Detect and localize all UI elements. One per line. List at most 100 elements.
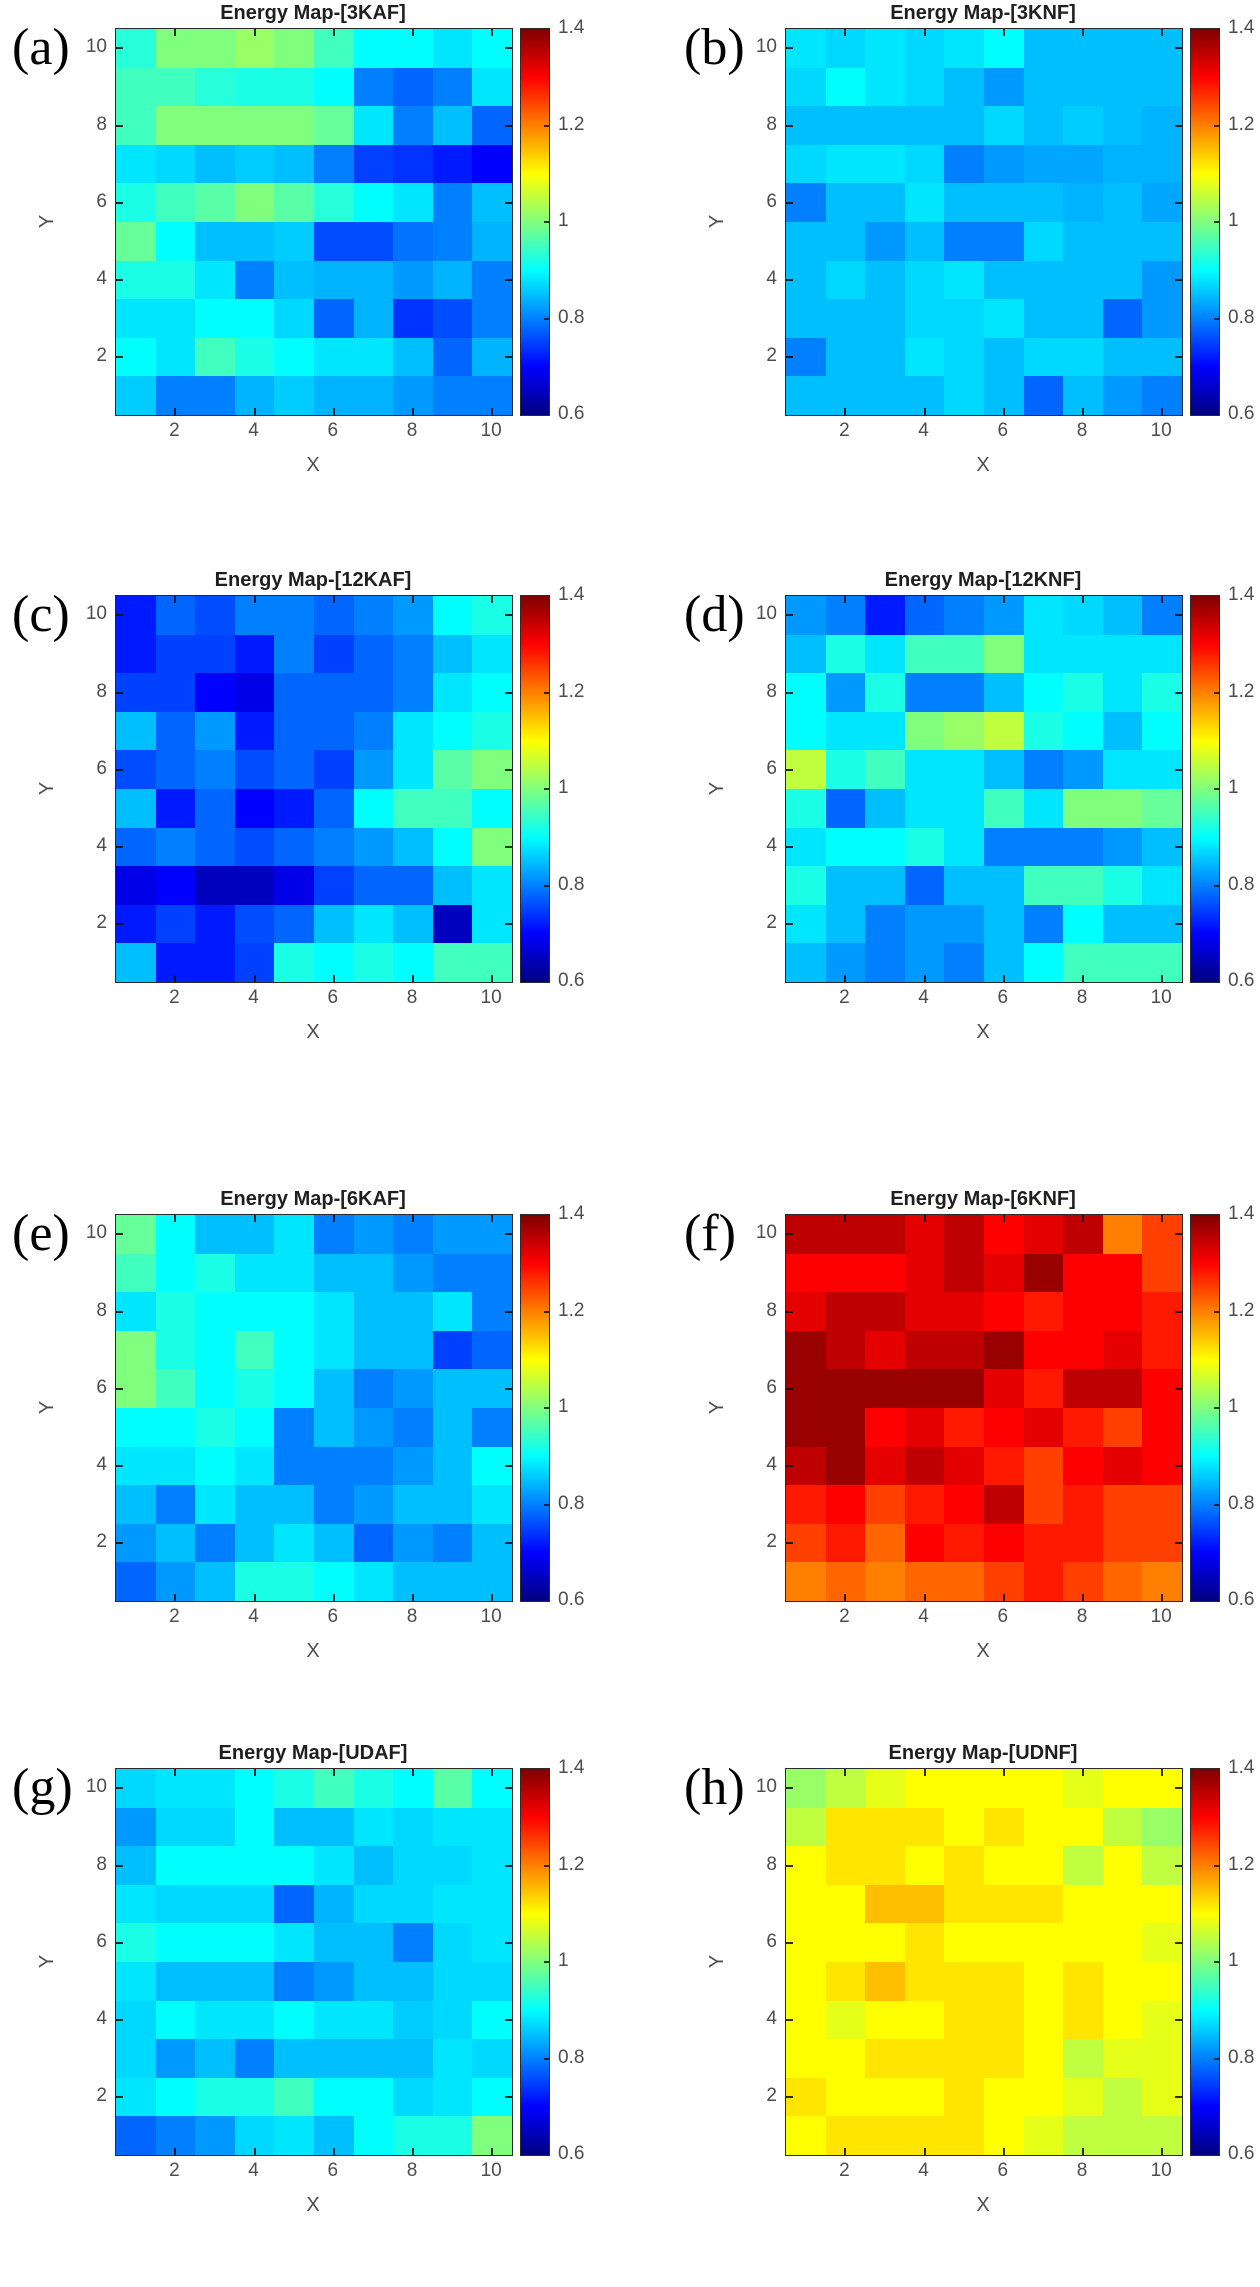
y-axis-tick bbox=[505, 845, 512, 848]
heatmap-cell bbox=[472, 1962, 512, 2002]
heatmap-cell bbox=[195, 1215, 236, 1255]
x-tick-label: 4 bbox=[918, 2160, 929, 2181]
heatmap-cell bbox=[984, 222, 1025, 262]
x-axis-tick bbox=[1002, 1769, 1005, 1776]
heatmap-cell bbox=[274, 183, 315, 223]
heatmap-cell bbox=[904, 750, 945, 790]
y-axis-tick bbox=[505, 1864, 512, 1867]
heatmap-cell bbox=[825, 750, 866, 790]
colorbar-tick-label: 0.8 bbox=[558, 2046, 585, 2068]
heatmap-cell bbox=[865, 106, 906, 146]
heatmap-cell bbox=[234, 904, 275, 944]
heatmap-cell bbox=[274, 1923, 315, 1963]
heatmap-cell bbox=[116, 67, 157, 107]
heatmap-cell bbox=[155, 1807, 196, 1847]
heatmap-cell bbox=[1102, 1884, 1143, 1924]
heatmap-cell bbox=[155, 827, 196, 867]
heatmap-cell bbox=[865, 1485, 906, 1525]
colorbar-tick bbox=[1214, 1407, 1219, 1409]
heatmap-cell bbox=[944, 1923, 985, 1963]
x-axis-label: X bbox=[306, 1640, 320, 1662]
heatmap-cell bbox=[944, 1408, 985, 1448]
y-axis-tick bbox=[116, 1310, 123, 1313]
heatmap-cell bbox=[944, 596, 985, 636]
heatmap-cell bbox=[353, 866, 394, 906]
heatmap-cell bbox=[274, 596, 315, 636]
y-tick-label: 6 bbox=[766, 1930, 777, 1952]
heatmap-plot bbox=[115, 28, 513, 416]
y-axis-tick bbox=[1175, 1233, 1182, 1236]
heatmap-cell bbox=[1063, 866, 1104, 906]
heatmap-cell bbox=[353, 634, 394, 674]
heatmap-cell bbox=[865, 634, 906, 674]
heatmap-cell bbox=[984, 144, 1025, 184]
heatmap-cell bbox=[472, 1253, 512, 1293]
heatmap-cell bbox=[904, 222, 945, 262]
heatmap-cell bbox=[904, 1523, 945, 1563]
heatmap-cell bbox=[865, 943, 906, 982]
x-axis-tick bbox=[174, 975, 177, 982]
heatmap-cell bbox=[274, 29, 315, 69]
heatmap-cell bbox=[1102, 1962, 1143, 2002]
heatmap-cell bbox=[234, 1884, 275, 1924]
y-axis-tick bbox=[116, 1864, 123, 1867]
heatmap-cell bbox=[116, 1408, 157, 1448]
heatmap-cell bbox=[393, 1446, 434, 1486]
y-axis-tick bbox=[786, 768, 793, 771]
heatmap-cell bbox=[314, 299, 355, 339]
heatmap-cell bbox=[944, 1884, 985, 1924]
heatmap-cell bbox=[984, 183, 1025, 223]
heatmap-cell bbox=[1023, 943, 1064, 982]
heatmap-cell bbox=[432, 222, 473, 262]
y-axis-tick bbox=[786, 845, 793, 848]
heatmap-cell bbox=[865, 1446, 906, 1486]
heatmap-cell bbox=[432, 1330, 473, 1370]
heatmap-cell bbox=[984, 1523, 1025, 1563]
heatmap-cell bbox=[195, 1807, 236, 1847]
heatmap-cell bbox=[274, 1523, 315, 1563]
heatmap-cell bbox=[944, 1846, 985, 1886]
x-axis-label: X bbox=[976, 2194, 990, 2216]
x-axis-tick bbox=[1161, 596, 1164, 603]
heatmap-cell bbox=[904, 1369, 945, 1409]
heatmap-cell bbox=[825, 222, 866, 262]
heatmap-cell bbox=[1023, 1485, 1064, 1525]
heatmap-cell bbox=[984, 1369, 1025, 1409]
heatmap-cell bbox=[1023, 1562, 1064, 1601]
x-axis-tick bbox=[1161, 2148, 1164, 2155]
heatmap-cell bbox=[1063, 144, 1104, 184]
colorbar-tick-label: 1.4 bbox=[1228, 1757, 1255, 1778]
heatmap-cell bbox=[353, 1807, 394, 1847]
heatmap-cell bbox=[865, 2077, 906, 2117]
y-axis-tick bbox=[786, 1941, 793, 1944]
heatmap-cell bbox=[472, 2039, 512, 2079]
heatmap-cell bbox=[1063, 673, 1104, 713]
x-axis-tick bbox=[332, 975, 335, 982]
colorbar-tick-label: 0.8 bbox=[558, 306, 585, 328]
heatmap-cell bbox=[393, 1485, 434, 1525]
heatmap-cell bbox=[314, 1292, 355, 1332]
colorbar-tick bbox=[1214, 691, 1219, 694]
x-axis-label: X bbox=[306, 2194, 320, 2216]
heatmap-cell bbox=[904, 106, 945, 146]
heatmap-cell bbox=[274, 1846, 315, 1886]
colorbar-tick-label: 1 bbox=[558, 210, 569, 231]
y-axis-tick bbox=[116, 2018, 123, 2021]
heatmap-cell bbox=[904, 673, 945, 713]
x-tick-label: 10 bbox=[480, 1606, 502, 1627]
heatmap-cell bbox=[353, 2077, 394, 2117]
heatmap-cell bbox=[314, 1253, 355, 1293]
x-axis-tick bbox=[332, 596, 335, 603]
x-axis-tick bbox=[253, 1769, 256, 1776]
heatmap-cell bbox=[353, 260, 394, 300]
heatmap-cell bbox=[1023, 2077, 1064, 2117]
heatmap-cell bbox=[865, 1253, 906, 1293]
x-tick-label: 4 bbox=[248, 1606, 259, 1627]
x-axis-tick bbox=[412, 596, 414, 603]
heatmap-cell bbox=[865, 1807, 906, 1847]
heatmap-cell bbox=[1102, 299, 1143, 339]
heatmap-cell bbox=[944, 789, 985, 829]
heatmap-cell bbox=[1063, 2077, 1104, 2117]
heatmap-cell bbox=[155, 183, 196, 223]
heatmap-cell bbox=[1142, 1807, 1182, 1847]
